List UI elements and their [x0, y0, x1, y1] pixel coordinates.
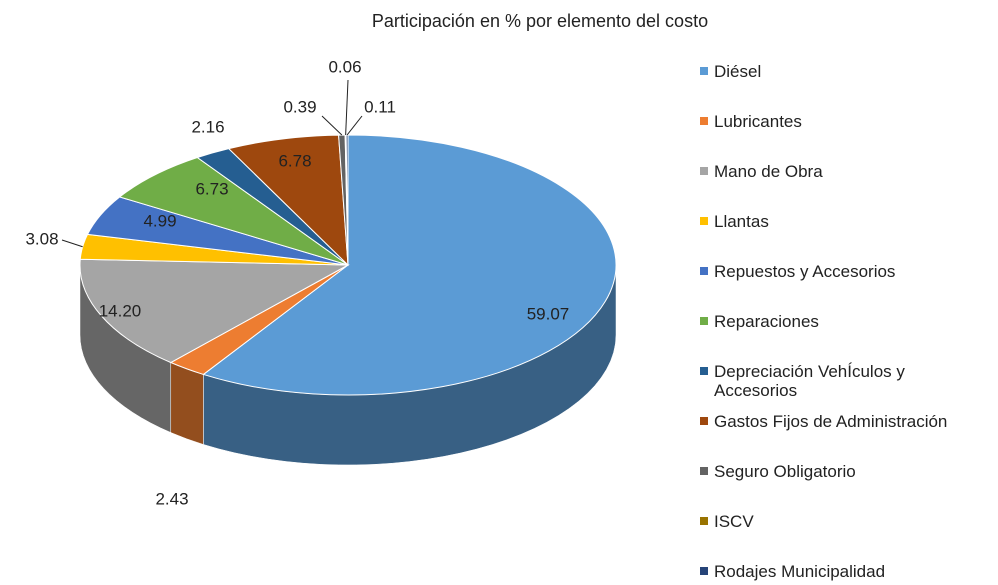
legend-item: Repuestos y Accesorios	[700, 262, 990, 281]
legend-swatch	[700, 167, 708, 175]
legend-swatch	[700, 267, 708, 275]
data-label: 6.73	[195, 179, 228, 198]
legend-swatch	[700, 417, 708, 425]
legend-label: Rodajes Municipalidad	[714, 562, 886, 581]
data-label: 0.39	[283, 97, 316, 116]
legend-label: Diésel	[714, 62, 762, 81]
data-label: 14.20	[99, 301, 142, 320]
leader-line	[345, 79, 349, 136]
data-label: 0.06	[328, 57, 361, 76]
data-label: 0.11	[364, 97, 396, 116]
legend-item: ISCV	[700, 512, 990, 531]
slice	[118, 156, 349, 266]
leader-line	[346, 115, 363, 136]
legend-item: Llantas	[700, 212, 990, 231]
data-label: 6.78	[278, 151, 311, 170]
legend-swatch	[700, 317, 708, 325]
legend-swatch	[700, 117, 708, 125]
slice-side	[170, 362, 204, 445]
legend-swatch	[700, 67, 708, 75]
legend-label: Lubricantes	[714, 112, 802, 131]
leader-line	[61, 239, 83, 248]
legend-swatch	[700, 517, 708, 525]
slice	[227, 134, 349, 267]
legend-label: Llantas	[714, 212, 769, 231]
legend-item: Depreciación VehÍculos y Accesorios	[700, 362, 990, 400]
legend-label: Mano de Obra	[714, 162, 823, 181]
data-label: 3.08	[25, 229, 58, 248]
legend-item: Seguro Obligatorio	[700, 462, 990, 481]
legend-swatch	[700, 367, 708, 375]
data-label: 2.43	[155, 489, 188, 508]
legend-item: Gastos Fijos de Administración	[700, 412, 990, 431]
legend-item: Reparaciones	[700, 312, 990, 331]
legend-item: Mano de Obra	[700, 162, 990, 181]
legend-swatch	[700, 217, 708, 225]
legend-label: Repuestos y Accesorios	[714, 262, 896, 281]
legend-item: Lubricantes	[700, 112, 990, 131]
legend-label: Seguro Obligatorio	[714, 462, 856, 481]
legend-item: Diésel	[700, 62, 990, 81]
slice	[202, 134, 617, 396]
legend-label: Depreciación VehÍculos y Accesorios	[714, 362, 905, 400]
data-label: 2.16	[191, 117, 224, 136]
data-label: 59.07	[527, 304, 570, 323]
chart-title: Participación en % por elemento del cost…	[372, 11, 708, 31]
legend-swatch	[700, 567, 708, 575]
legend-item: Rodajes Municipalidad	[700, 562, 990, 581]
legend-label: Reparaciones	[714, 312, 819, 331]
legend-label: Gastos Fijos de Administración	[714, 412, 948, 431]
legend-label: ISCV	[714, 512, 754, 531]
leader-line	[321, 115, 343, 136]
data-label: 4.99	[143, 211, 176, 230]
legend-swatch	[700, 467, 708, 475]
slice	[79, 258, 350, 364]
